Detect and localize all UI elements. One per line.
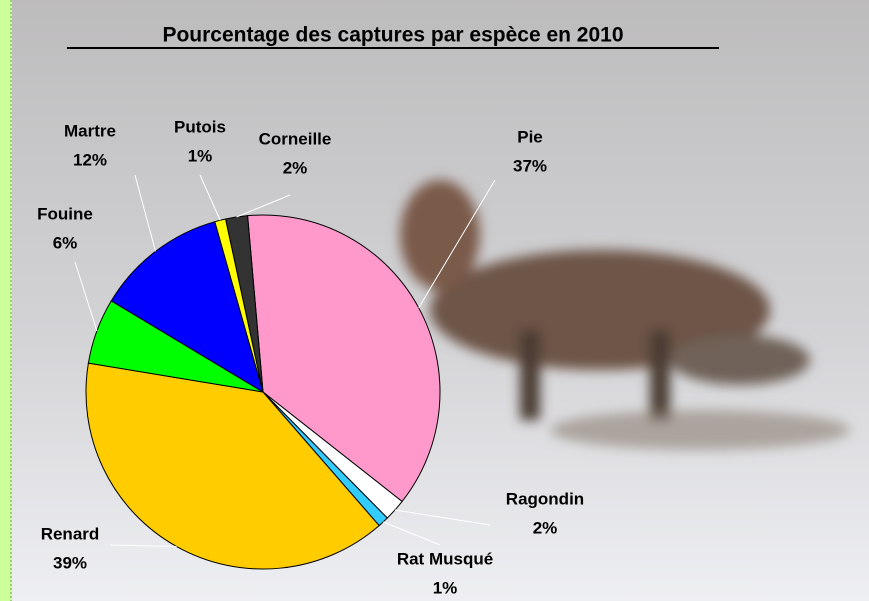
slice-label: Ragondin: [506, 489, 584, 508]
chart-title: Pourcentage des captures par espèce en 2…: [162, 24, 623, 47]
slice-label: Pie: [517, 127, 543, 146]
slice-label: Putois: [174, 117, 226, 136]
slice-value-label: 39%: [53, 553, 87, 572]
slice-label: Fouine: [37, 204, 93, 223]
slice-label: Renard: [41, 524, 100, 543]
slice-label: Corneille: [259, 129, 332, 148]
slice-value-label: 2%: [283, 158, 308, 177]
slice-value-label: 12%: [73, 150, 107, 169]
chart: Pourcentage des captures par espèce en 2…: [0, 0, 869, 601]
slice-label: Rat Musqué: [397, 549, 493, 568]
page: Pourcentage des captures par espèce en 2…: [0, 0, 869, 601]
slice-value-label: 1%: [433, 578, 458, 597]
slice-value-label: 2%: [533, 518, 558, 537]
slice-value-label: 1%: [188, 146, 213, 165]
pie: [86, 215, 440, 569]
slice-label: Martre: [64, 121, 116, 140]
slice-value-label: 6%: [53, 233, 78, 252]
slice-value-label: 37%: [513, 156, 547, 175]
